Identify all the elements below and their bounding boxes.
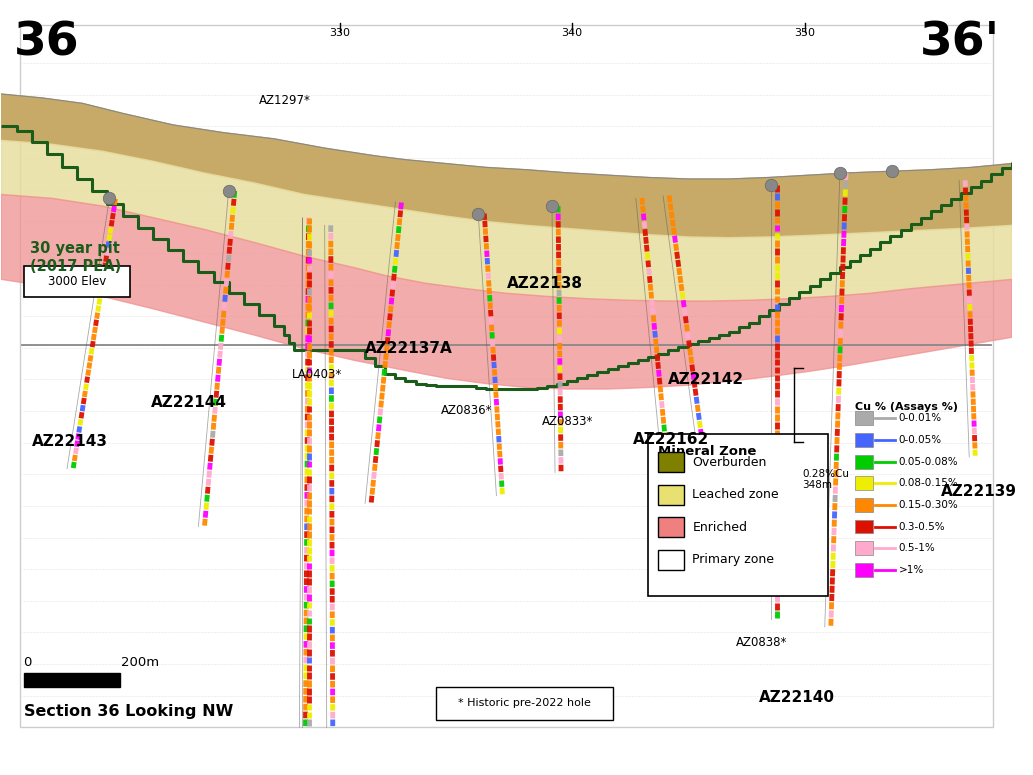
Text: 0.28%Cu
348m: 0.28%Cu 348m [803, 469, 849, 490]
Bar [855, 541, 873, 555]
Text: 350: 350 [794, 29, 815, 39]
Text: Leached zone: Leached zone [692, 488, 779, 501]
Text: 0-0.01%: 0-0.01% [899, 413, 942, 423]
Text: AZ22138: AZ22138 [506, 276, 583, 291]
Text: 0.15-0.30%: 0.15-0.30% [899, 500, 959, 510]
Text: 340: 340 [562, 29, 583, 39]
Text: Overburden: Overburden [692, 456, 766, 469]
Bar [658, 549, 684, 570]
Text: 0-0.05%: 0-0.05% [899, 435, 942, 445]
Polygon shape [1, 140, 1011, 301]
Text: 3000 Elev: 3000 Elev [48, 275, 106, 288]
Text: Cu % (Assays %): Cu % (Assays %) [855, 402, 958, 412]
Bar [855, 412, 873, 425]
Text: AZ22144: AZ22144 [151, 395, 227, 410]
Text: >1%: >1% [899, 565, 924, 575]
Text: 330: 330 [330, 29, 350, 39]
Text: 0.05-0.08%: 0.05-0.08% [899, 456, 959, 467]
Text: 0: 0 [24, 656, 32, 670]
Text: AZ0833*: AZ0833* [542, 415, 593, 428]
Text: AZ22142: AZ22142 [668, 372, 745, 387]
Text: 0.08-0.15%: 0.08-0.15% [899, 478, 959, 488]
Bar [855, 519, 873, 533]
Bar [855, 455, 873, 469]
Bar [658, 453, 684, 473]
Polygon shape [1, 94, 1011, 238]
Bar [24, 267, 130, 297]
Text: Enriched: Enriched [692, 521, 748, 534]
Text: Mineral Zone: Mineral Zone [658, 445, 756, 458]
Text: AZ22139: AZ22139 [941, 484, 1016, 499]
Text: 30 year pit
(2017 PEA): 30 year pit (2017 PEA) [30, 241, 121, 274]
Text: AZ22143: AZ22143 [32, 434, 107, 449]
Bar [855, 498, 873, 512]
Polygon shape [1, 195, 1011, 389]
Text: AZ1297*: AZ1297* [259, 94, 311, 107]
Text: 36: 36 [13, 21, 80, 66]
Bar [24, 673, 120, 687]
Bar [436, 687, 613, 719]
Bar [648, 434, 827, 596]
Text: * Historic pre-2022 hole: * Historic pre-2022 hole [458, 698, 591, 708]
Text: AZ0836*: AZ0836* [441, 405, 493, 418]
Text: 0.3-0.5%: 0.3-0.5% [899, 522, 945, 532]
Text: Section 36 Looking NW: Section 36 Looking NW [24, 704, 232, 719]
Bar [855, 563, 873, 577]
Bar [658, 485, 684, 505]
Text: 0.5-1%: 0.5-1% [899, 543, 935, 553]
Bar [855, 477, 873, 491]
Text: Primary zone: Primary zone [692, 553, 775, 567]
Text: AZ22162: AZ22162 [633, 432, 709, 447]
Bar [855, 433, 873, 447]
Text: 200m: 200m [121, 656, 159, 670]
Text: AZ0838*: AZ0838* [735, 636, 787, 649]
Text: AZ22137A: AZ22137A [365, 341, 452, 356]
Text: AZ22140: AZ22140 [759, 691, 835, 705]
Text: LA0403*: LA0403* [292, 368, 343, 381]
Bar [658, 517, 684, 537]
Text: 36': 36' [919, 21, 1000, 66]
